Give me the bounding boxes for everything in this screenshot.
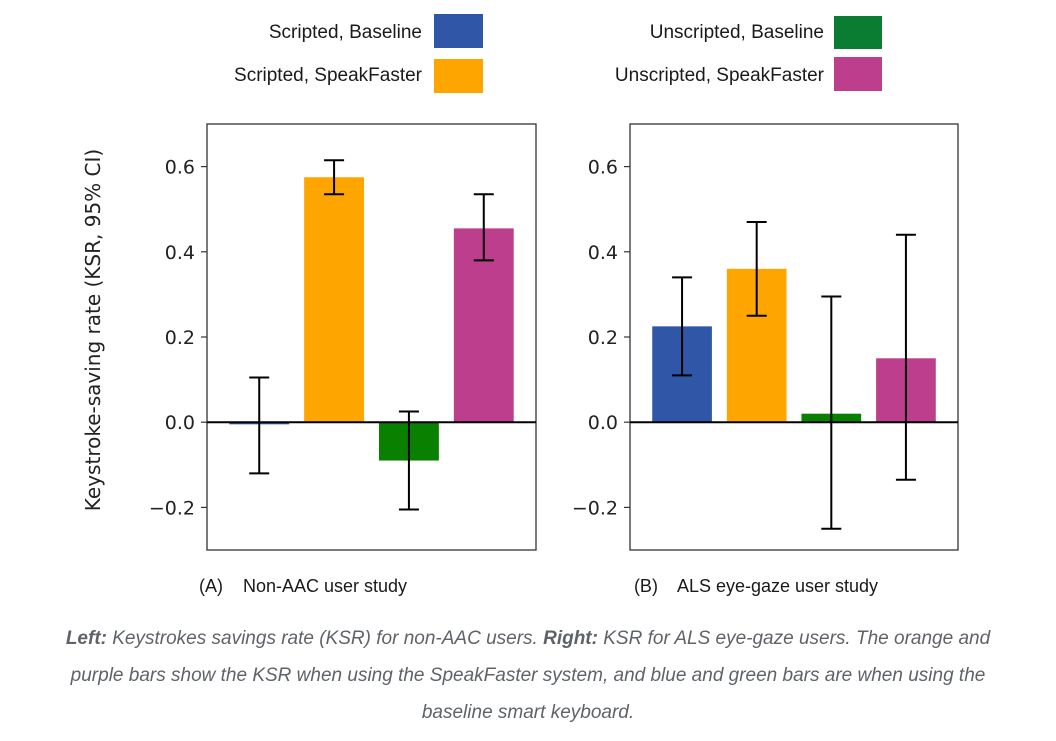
y-tick-label: 0.6 (165, 157, 195, 179)
y-tick-label: 0.4 (588, 242, 618, 264)
legend-label-scripted-speakfaster: Scripted, SpeakFaster (234, 65, 423, 86)
caption-left-text: Keystrokes savings rate (KSR) for non-AA… (106, 628, 544, 649)
panel-b: −0.2 0.0 0.2 0.4 0.6 (572, 123, 959, 551)
y-tick-label: 0.0 (165, 412, 195, 434)
bar-scripted-speakfaster (304, 177, 365, 423)
caption-right-label: Right: (543, 628, 598, 649)
y-tick-label: −0.2 (149, 497, 195, 519)
legend-swatch-unscripted-baseline (834, 16, 882, 49)
caption-left-label: Left: (65, 628, 107, 649)
y-tick-label: 0.4 (165, 242, 195, 264)
y-tick-label: 0.2 (165, 327, 195, 349)
legend: Scripted, Baseline Scripted, SpeakFaster… (234, 14, 882, 93)
y-tick-label: −0.2 (572, 497, 618, 519)
legend-swatch-scripted-speakfaster (434, 59, 483, 93)
legend-swatch-unscripted-speakfaster (834, 57, 882, 91)
legend-label-scripted-baseline: Scripted, Baseline (269, 22, 422, 43)
legend-swatch-scripted-baseline (434, 14, 483, 48)
legend-label-unscripted-speakfaster: Unscripted, SpeakFaster (615, 65, 825, 86)
figure-caption: Left: Keystrokes savings rate (KSR) for … (40, 620, 1016, 731)
panel-b-title: (B) ALS eye-gaze user study (634, 576, 878, 596)
panel-a-title: (A) Non-AAC user study (199, 576, 407, 596)
y-tick-label: 0.6 (588, 157, 618, 179)
y-tick-label: 0.2 (588, 327, 618, 349)
figure: Scripted, Baseline Scripted, SpeakFaster… (81, 14, 959, 596)
panel-a: −0.2 0.0 0.2 0.4 0.6 (149, 123, 537, 551)
y-tick-label: 0.0 (588, 412, 618, 434)
caption-right-text: KSR for ALS eye-gaze users. The orange a… (70, 628, 991, 723)
legend-label-unscripted-baseline: Unscripted, Baseline (650, 22, 824, 43)
y-axis-label: Keystroke-saving rate (KSR, 95% CI) (81, 149, 105, 511)
